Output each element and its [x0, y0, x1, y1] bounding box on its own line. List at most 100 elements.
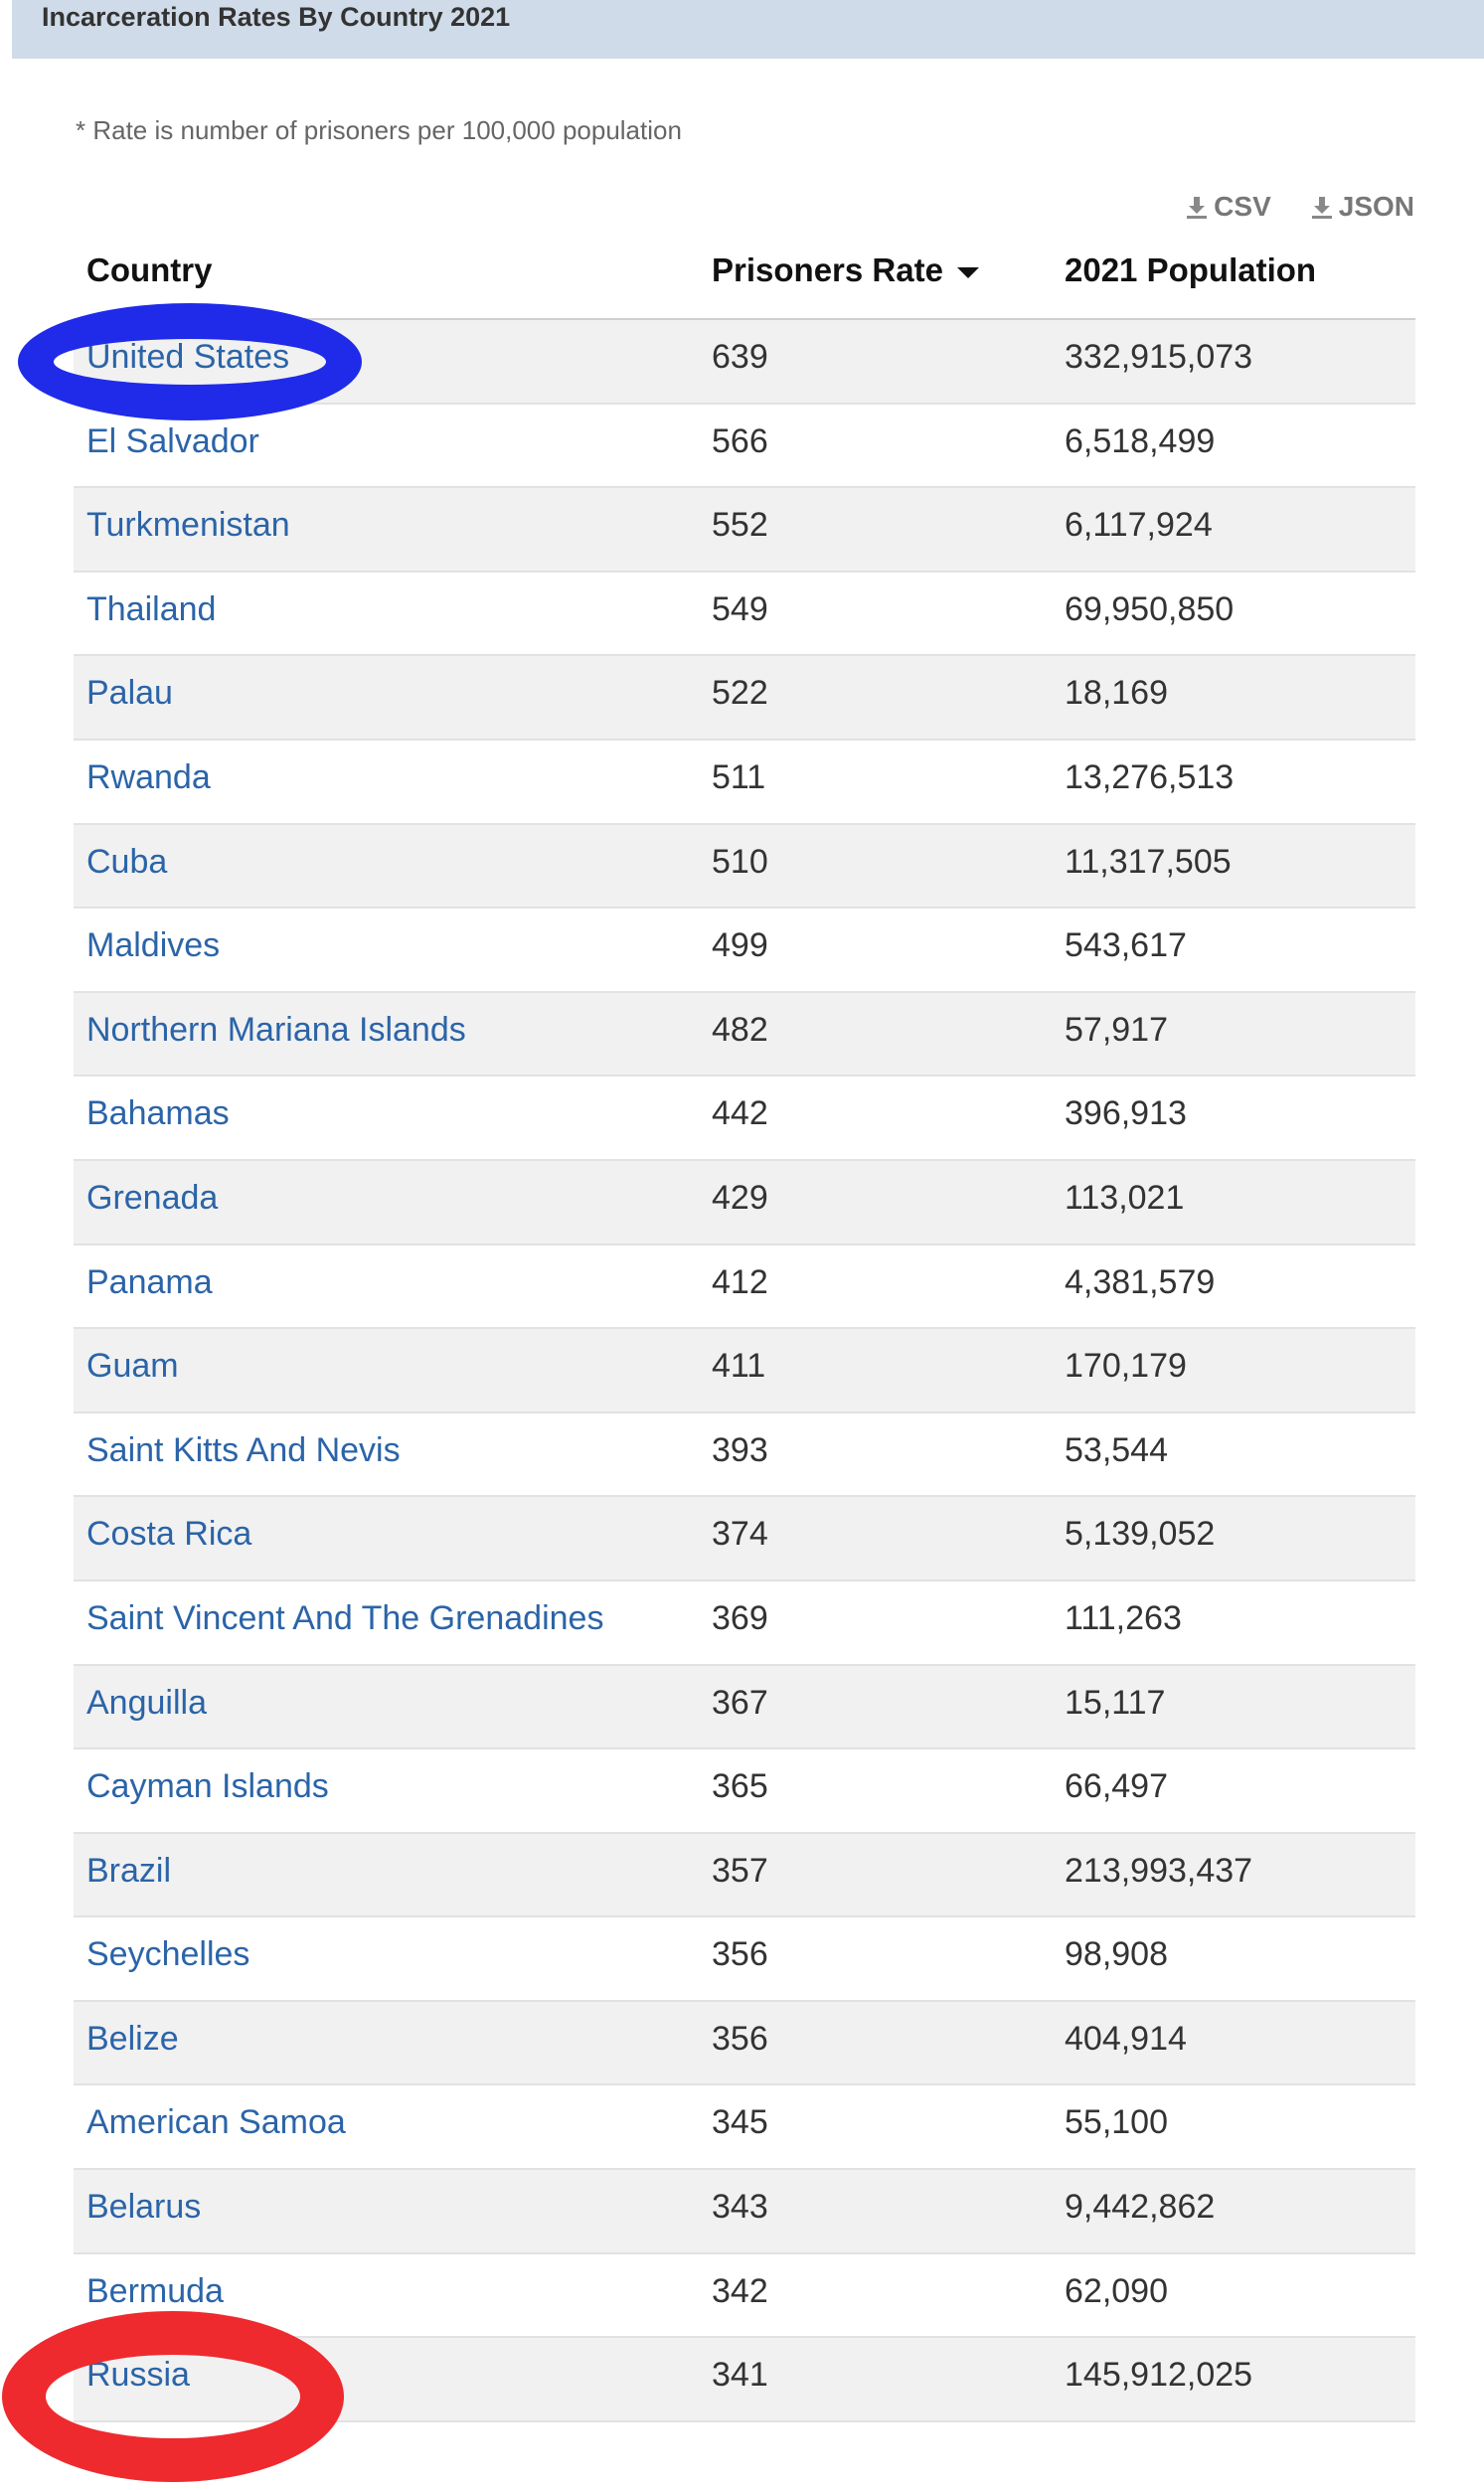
- population-cell: 6,518,499: [1065, 421, 1216, 460]
- country-link[interactable]: Palau: [86, 674, 173, 713]
- country-link[interactable]: Guam: [86, 1347, 179, 1386]
- country-link[interactable]: Costa Rica: [86, 1515, 252, 1554]
- country-link[interactable]: Northern Mariana Islands: [86, 1010, 466, 1049]
- sort-descending-icon: [956, 266, 979, 278]
- country-link[interactable]: Belize: [86, 2019, 179, 2058]
- country-link[interactable]: Brazil: [86, 1851, 172, 1890]
- population-cell: 396,913: [1065, 1094, 1187, 1133]
- country-link[interactable]: Bahamas: [86, 1094, 230, 1133]
- table-row: Saint Vincent And The Grenadines 369 111,2…: [74, 1581, 1415, 1666]
- country-link[interactable]: Cayman Islands: [86, 1767, 329, 1806]
- population-cell: 332,915,073: [1065, 338, 1253, 376]
- population-cell: 9,442,862: [1065, 2188, 1216, 2227]
- red-circle-annotation: [2, 2311, 344, 2482]
- table-row: Thailand 549 69,950,850: [74, 573, 1415, 657]
- prisoners-rate-cell: 482: [712, 1010, 768, 1049]
- country-link[interactable]: Panama: [86, 1262, 213, 1301]
- country-link[interactable]: Turkmenistan: [86, 506, 290, 545]
- column-header-country[interactable]: Country: [86, 251, 213, 288]
- country-link[interactable]: Anguilla: [86, 1683, 207, 1722]
- download-icon: [1311, 197, 1332, 219]
- country-link[interactable]: Bermuda: [86, 2271, 224, 2310]
- download-icon: [1187, 197, 1208, 219]
- population-cell: 4,381,579: [1065, 1262, 1216, 1301]
- table-row: Rwanda 511 13,276,513: [74, 741, 1415, 825]
- population-cell: 145,912,025: [1065, 2356, 1253, 2395]
- prisoners-rate-cell: 369: [712, 1598, 768, 1637]
- table-row: Palau 522 18,169: [74, 656, 1415, 741]
- incarceration-table: Country Prisoners Rate 2021 Population U…: [74, 234, 1415, 2422]
- prisoners-rate-cell: 510: [712, 842, 768, 881]
- table-row: Anguilla 367 15,117: [74, 1665, 1415, 1750]
- table-row: Guam 411 170,179: [74, 1329, 1415, 1413]
- column-header-prisoners-rate-label: Prisoners Rate: [712, 251, 943, 288]
- prisoners-rate-cell: 341: [712, 2356, 768, 2395]
- country-link[interactable]: Cuba: [86, 842, 168, 881]
- country-link[interactable]: Maldives: [86, 926, 221, 965]
- column-header-prisoners-rate[interactable]: Prisoners Rate: [712, 251, 979, 289]
- population-cell: 15,117: [1065, 1683, 1166, 1722]
- table-row: El Salvador 566 6,518,499: [74, 405, 1415, 489]
- population-cell: 5,139,052: [1065, 1515, 1216, 1554]
- prisoners-rate-cell: 522: [712, 674, 768, 713]
- population-cell: 111,263: [1065, 1598, 1182, 1637]
- prisoners-rate-cell: 393: [712, 1430, 768, 1469]
- prisoners-rate-cell: 552: [712, 506, 768, 545]
- population-cell: 404,914: [1065, 2019, 1187, 2058]
- table-row: American Samoa 345 55,100: [74, 2085, 1415, 2171]
- rate-footnote: * Rate is number of prisoners per 100,00…: [76, 115, 682, 145]
- table-row: Cayman Islands 365 66,497: [74, 1749, 1415, 1834]
- population-cell: 13,276,513: [1065, 757, 1235, 796]
- population-cell: 62,090: [1065, 2271, 1168, 2310]
- prisoners-rate-cell: 412: [712, 1262, 768, 1301]
- population-cell: 55,100: [1065, 2103, 1168, 2142]
- country-link[interactable]: Saint Vincent And The Grenadines: [86, 1598, 604, 1637]
- population-cell: 113,021: [1065, 1178, 1185, 1217]
- prisoners-rate-cell: 356: [712, 2019, 768, 2058]
- prisoners-rate-cell: 343: [712, 2188, 768, 2227]
- download-json-link[interactable]: JSON: [1311, 191, 1414, 223]
- table-body: United States 639 332,915,073 El Salvador 56…: [74, 320, 1415, 2422]
- country-link[interactable]: Belarus: [86, 2188, 202, 2227]
- population-cell: 57,917: [1065, 1010, 1168, 1049]
- prisoners-rate-cell: 639: [712, 338, 768, 376]
- table-row: Bermuda 342 62,090: [74, 2254, 1415, 2339]
- population-cell: 213,993,437: [1065, 1851, 1253, 1890]
- population-cell: 170,179: [1065, 1347, 1187, 1386]
- country-link[interactable]: Rwanda: [86, 757, 211, 796]
- download-links: CSV JSON: [1186, 191, 1414, 223]
- column-header-population[interactable]: 2021 Population: [1065, 251, 1317, 288]
- country-link[interactable]: American Samoa: [86, 2103, 346, 2142]
- population-cell: 69,950,850: [1065, 589, 1235, 628]
- title-bar: Incarceration Rates By Country 2021: [12, 0, 1484, 59]
- table-row: Panama 412 4,381,579: [74, 1245, 1415, 1330]
- prisoners-rate-cell: 511: [712, 757, 766, 796]
- table-row: Northern Mariana Islands 482 57,917: [74, 992, 1415, 1078]
- prisoners-rate-cell: 367: [712, 1683, 768, 1722]
- prisoners-rate-cell: 411: [712, 1347, 766, 1386]
- population-cell: 53,544: [1065, 1430, 1168, 1469]
- population-cell: 6,117,924: [1065, 506, 1213, 545]
- population-cell: 543,617: [1065, 926, 1187, 965]
- prisoners-rate-cell: 429: [712, 1178, 768, 1217]
- download-json-label: JSON: [1338, 191, 1414, 222]
- download-csv-link[interactable]: CSV: [1186, 191, 1271, 223]
- prisoners-rate-cell: 356: [712, 1935, 768, 1974]
- population-cell: 66,497: [1065, 1767, 1168, 1806]
- country-link[interactable]: El Salvador: [86, 421, 259, 460]
- country-link[interactable]: Thailand: [86, 589, 217, 628]
- population-cell: 18,169: [1065, 674, 1168, 713]
- prisoners-rate-cell: 374: [712, 1515, 768, 1554]
- table-row: Grenada 429 113,021: [74, 1160, 1415, 1245]
- country-link[interactable]: Seychelles: [86, 1935, 250, 1974]
- table-row: Cuba 510 11,317,505: [74, 824, 1415, 910]
- country-link[interactable]: Saint Kitts And Nevis: [86, 1430, 401, 1469]
- page-title: Incarceration Rates By Country 2021: [42, 2, 511, 32]
- prisoners-rate-cell: 365: [712, 1767, 768, 1806]
- prisoners-rate-cell: 345: [712, 2103, 768, 2142]
- prisoners-rate-cell: 566: [712, 421, 768, 460]
- table-row: Belize 356 404,914: [74, 2001, 1415, 2086]
- country-link[interactable]: Grenada: [86, 1178, 219, 1217]
- table-row: Costa Rica 374 5,139,052: [74, 1497, 1415, 1581]
- table-row: Maldives 499 543,617: [74, 909, 1415, 993]
